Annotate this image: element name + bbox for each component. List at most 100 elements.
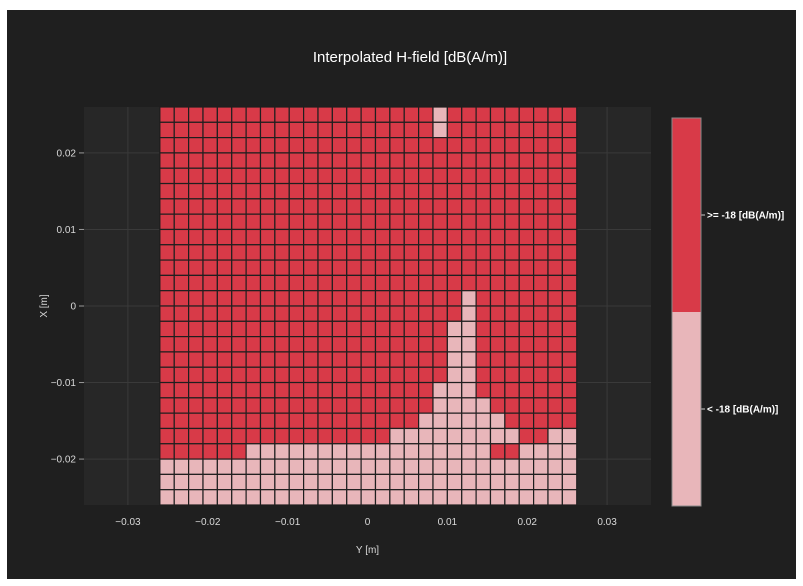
heatmap-cell xyxy=(475,182,492,200)
heatmap-cell xyxy=(288,167,305,185)
heatmap-cell xyxy=(216,412,233,430)
heatmap-cell xyxy=(518,458,535,475)
heatmap-cell xyxy=(504,443,520,460)
heatmap-cell xyxy=(346,137,362,154)
heatmap-cell xyxy=(403,274,420,292)
heatmap-cell xyxy=(432,106,448,123)
heatmap-cell xyxy=(561,381,578,399)
heatmap-cell xyxy=(475,489,492,506)
heatmap-cell xyxy=(418,397,434,414)
heatmap-cell xyxy=(403,152,420,169)
heatmap-cell xyxy=(418,152,434,169)
heatmap-cell xyxy=(303,366,319,384)
heatmap-cell xyxy=(561,198,578,215)
heatmap-cell xyxy=(374,489,391,506)
heatmap-cell xyxy=(533,381,549,399)
heatmap-cell xyxy=(288,305,305,322)
heatmap-cell xyxy=(446,259,463,276)
heatmap-cell xyxy=(231,489,247,506)
heatmap-cell xyxy=(533,228,549,246)
heatmap-cell xyxy=(346,305,362,322)
heatmap-cell xyxy=(432,167,448,185)
heatmap-cell xyxy=(374,198,391,215)
heatmap-cell xyxy=(259,427,276,445)
heatmap-cell xyxy=(245,427,262,445)
heatmap-cell xyxy=(288,412,305,430)
heatmap-cell xyxy=(360,228,377,246)
heatmap-cell xyxy=(216,213,233,231)
heatmap-cell xyxy=(432,320,448,338)
heatmap-cell xyxy=(389,182,405,200)
heatmap-cell xyxy=(231,198,247,215)
heatmap-cell xyxy=(533,259,549,276)
heatmap-cell xyxy=(461,213,477,231)
y-axis-ticks: 0.02 0.01 0 −0.01 −0.02 xyxy=(51,148,84,466)
heatmap-cell xyxy=(403,305,420,322)
heatmap-cell xyxy=(489,182,506,200)
heatmap-cell xyxy=(346,106,362,123)
heatmap-cell xyxy=(518,182,535,200)
heatmap-cell xyxy=(475,412,492,430)
heatmap-cell xyxy=(360,182,377,200)
heatmap-cell xyxy=(346,121,362,139)
heatmap-cell xyxy=(432,137,448,154)
heatmap-cell xyxy=(547,489,563,506)
heatmap-cell xyxy=(547,121,563,139)
heatmap-cell xyxy=(303,336,319,353)
heatmap-cell xyxy=(231,443,247,460)
heatmap-cell xyxy=(360,336,377,353)
heatmap-cell xyxy=(489,427,506,445)
heatmap-cell xyxy=(360,473,377,491)
heatmap-cell xyxy=(159,473,175,491)
heatmap-cell xyxy=(188,198,204,215)
x-axis-label: Y [m] xyxy=(356,545,379,556)
heatmap-cell xyxy=(303,182,319,200)
heatmap-cell xyxy=(518,274,535,292)
heatmap-cell xyxy=(259,121,276,139)
heatmap-cell xyxy=(288,228,305,246)
heatmap-cell xyxy=(489,244,506,261)
heatmap-cell xyxy=(346,259,362,276)
heatmap-cell xyxy=(403,106,420,123)
heatmap-cell xyxy=(374,458,391,475)
heatmap-cell xyxy=(561,167,578,185)
heatmap-cell xyxy=(188,381,204,399)
heatmap-cell xyxy=(231,106,247,123)
heatmap-cell xyxy=(418,244,434,261)
heatmap-cell xyxy=(202,458,218,475)
heatmap-cell xyxy=(403,182,420,200)
heatmap-cell xyxy=(461,351,477,368)
heatmap-cell xyxy=(561,259,578,276)
heatmap-cell xyxy=(274,259,290,276)
heatmap-cell xyxy=(374,259,391,276)
heatmap-cell xyxy=(274,366,290,384)
heatmap-cell xyxy=(475,106,492,123)
heatmap-cell xyxy=(504,121,520,139)
heatmap-cell xyxy=(533,427,549,445)
heatmap-cell xyxy=(331,259,348,276)
heatmap-cell xyxy=(188,320,204,338)
heatmap-cell xyxy=(288,213,305,231)
heatmap-cell xyxy=(374,351,391,368)
heatmap-cell xyxy=(446,305,463,322)
heatmap-cell xyxy=(533,106,549,123)
heatmap-cell xyxy=(389,121,405,139)
heatmap-cell xyxy=(418,473,434,491)
x-tick-label: 0 xyxy=(365,517,371,528)
y-tick-label: −0.02 xyxy=(51,455,77,466)
heatmap-cell xyxy=(216,198,233,215)
heatmap-cell xyxy=(216,137,233,154)
heatmap-cell xyxy=(346,167,362,185)
heatmap-cell xyxy=(475,213,492,231)
heatmap-cell xyxy=(159,458,175,475)
heatmap-cell xyxy=(475,152,492,169)
heatmap-cell xyxy=(461,427,477,445)
heatmap-cell xyxy=(274,427,290,445)
heatmap-cell xyxy=(216,152,233,169)
heatmap-cell xyxy=(374,167,391,185)
heatmap-cell xyxy=(547,366,563,384)
heatmap-cell xyxy=(216,336,233,353)
heatmap-cell xyxy=(173,152,190,169)
heatmap-cell xyxy=(188,351,204,368)
heatmap-cell xyxy=(159,259,175,276)
